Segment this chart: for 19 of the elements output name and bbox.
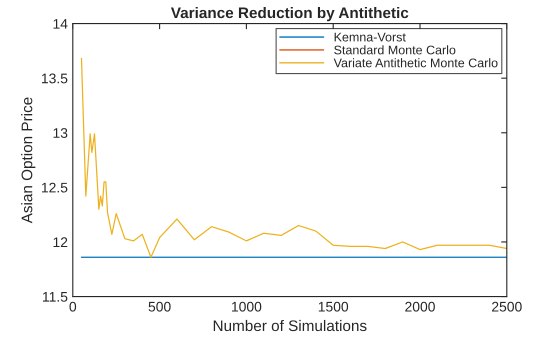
line-series [80,58,507,258]
x-tick-label: 2500 [492,302,522,312]
x-tick-label: 500 [148,302,171,312]
y-tick-label: 12 [54,237,68,247]
legend-label: Variate Antithetic Monte Carlo [334,58,498,68]
y-tick-label: 11.5 [42,292,68,302]
x-tick-label: 1000 [232,302,262,312]
y-tick-label: 12.5 [42,182,68,193]
x-tick-label: 2000 [405,302,435,312]
y-tick-label: 13 [54,128,68,138]
x-tick-label: 1500 [318,302,348,312]
y-axis-title: Asian Option Price [21,97,36,224]
chart-title: Variance Reduction by Antithetic [170,6,408,22]
x-axis-title: Number of Simulations [214,320,367,332]
legend-label: Kemna-Vorst [334,32,406,42]
y-tick-label: 13.5 [42,74,68,84]
x-tick-label: 0 [69,302,76,312]
y-tick-label: 14 [54,19,68,29]
legend-label: Standard Monte Carlo [334,45,456,54]
